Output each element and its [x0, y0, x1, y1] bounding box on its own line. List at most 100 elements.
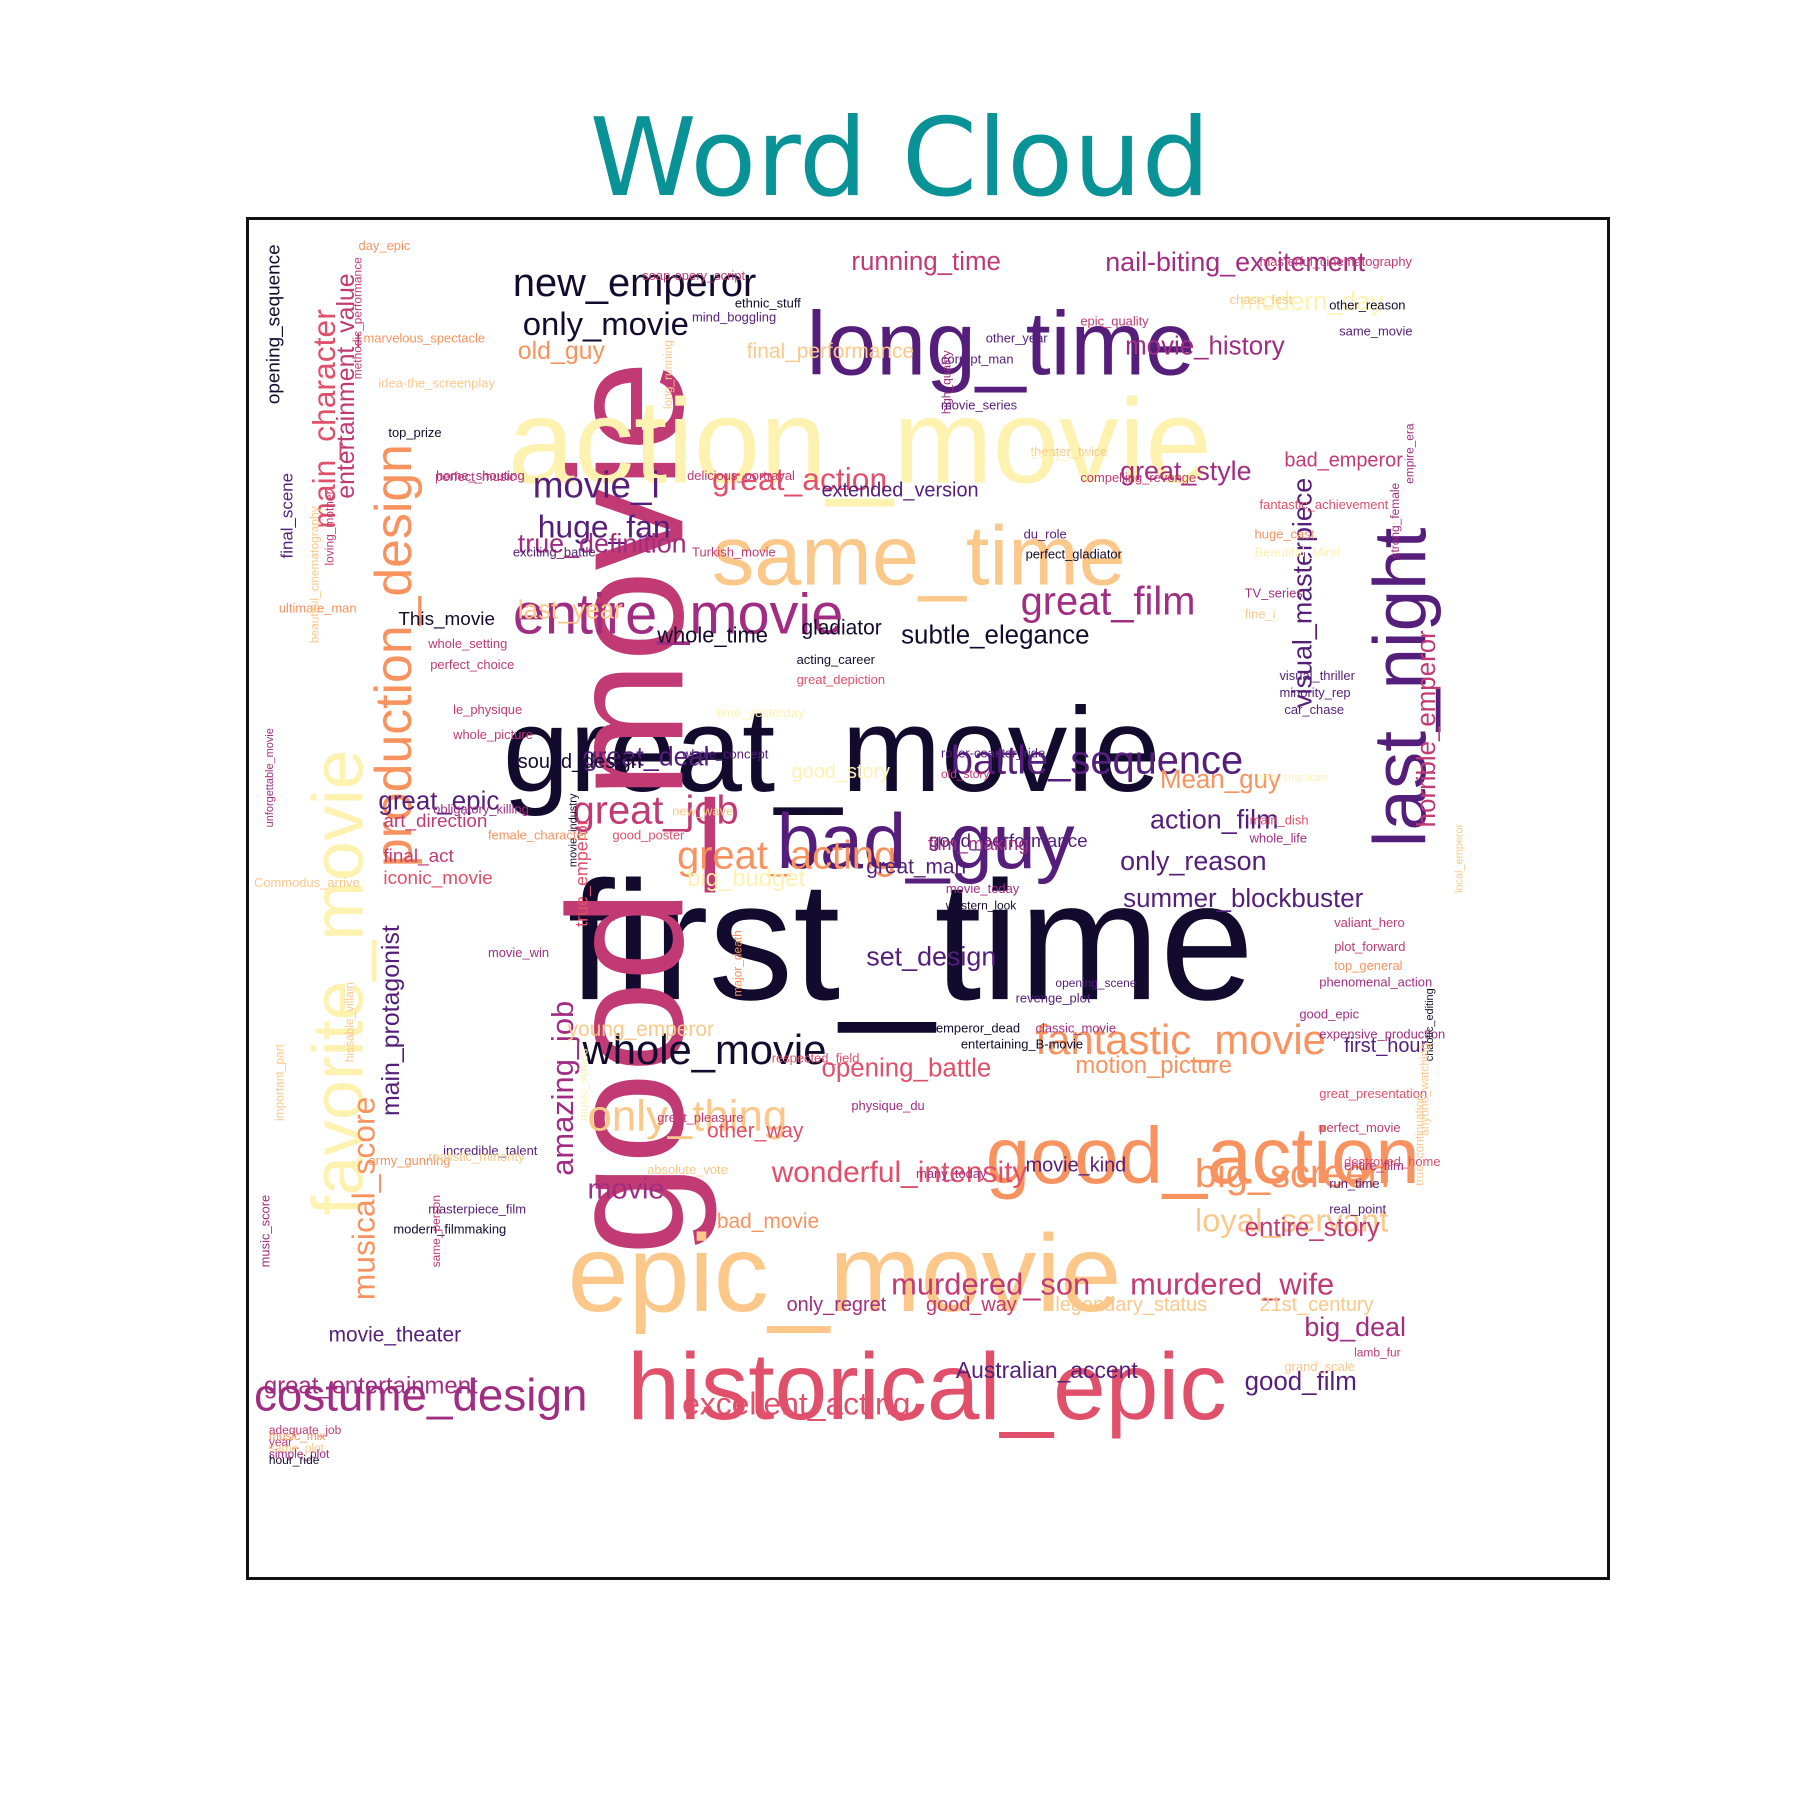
word-empire-era: empire_era	[1403, 423, 1417, 484]
word-home-shouting: home_shouting	[436, 468, 524, 483]
word-minority-rep: minority_rep	[1279, 685, 1350, 700]
word-musical-score: musical_score	[346, 1097, 382, 1301]
word-delicious-portrayal: delicious_portrayal	[687, 468, 795, 483]
word-great-depiction: great_depiction	[797, 672, 885, 687]
word-amazing-job: amazing_job	[545, 1001, 580, 1176]
word-ultimate-man: ultimate_man	[279, 600, 357, 615]
word-beautiful-mind: Beautiful_Mind	[1255, 545, 1341, 560]
word-visual-masterpiece: visual_masterpiece	[1287, 478, 1317, 708]
word-plot-forward: plot_forward	[1334, 939, 1405, 954]
word-western-look: western_look	[945, 898, 1016, 912]
word-loving-mother: loving_mother	[322, 490, 336, 565]
word-music-videos: music_videos	[576, 1049, 590, 1121]
word-whole-picture: whole_picture	[452, 727, 533, 742]
word-first-time: first_time	[568, 846, 1255, 1035]
word-simple-plot: simple_plot	[269, 1447, 330, 1461]
word-obligatory-killing: obligatory_killing	[433, 802, 529, 817]
word-du-role: du_role	[1024, 527, 1067, 542]
word-top-general: top_general	[1334, 958, 1402, 973]
word-bad-emperor: bad_emperor	[1284, 450, 1403, 472]
word-good-epic: good_epic	[1299, 1007, 1359, 1022]
word-true-definition: true_definition	[518, 529, 687, 559]
word-entertaining-b-movie: entertaining_B-movie	[961, 1036, 1083, 1051]
word-great-movie: great_movie	[503, 684, 1160, 817]
word-first-hour: first_hour	[1344, 1035, 1427, 1057]
word-good-story: good_story	[792, 761, 891, 783]
word-main-character: main_character	[306, 309, 342, 529]
chart-title: Word Cloud	[589, 96, 1211, 221]
word-whole-setting: whole_setting	[427, 636, 507, 651]
word-big-screen: big_screen	[1195, 1152, 1390, 1196]
word-female-character: female_character	[488, 827, 589, 842]
word-local-emperor: local_emperor	[1454, 823, 1466, 893]
word-top-prize: top_prize	[388, 425, 441, 440]
word-21st-century: 21st_century	[1260, 1294, 1374, 1316]
word-extended-version: extended_version	[821, 479, 978, 501]
word-great-pleasure: great_pleasure	[657, 1110, 743, 1125]
word-title-character: title_character	[1260, 772, 1329, 784]
word-epic-quality: epic_quality	[1080, 314, 1149, 329]
word-legendary-status: legendary_status	[1055, 1294, 1207, 1316]
word-only-reason: only_reason	[1120, 846, 1266, 876]
word-hour-ride: hour_ride	[269, 1453, 320, 1467]
word-movie-win: movie_win	[488, 945, 549, 960]
word-movie-i: movie_i	[533, 465, 660, 506]
word-production-design: production_design	[364, 444, 422, 867]
word-great-man: great_man	[866, 855, 966, 878]
word-masterpiece-film: masterpiece_film	[428, 1202, 526, 1217]
word-running-time: running_time	[851, 248, 1001, 276]
word-favorite-movie: favorite_movie	[299, 750, 379, 1216]
word-australian-accent: Australian_accent	[956, 1357, 1138, 1383]
word-day-epic: day_epic	[359, 238, 411, 253]
word-classic-movie: classic_movie	[1036, 1021, 1117, 1036]
word-final-performance: final_performance	[747, 340, 914, 363]
word-valiant-hero: valiant_hero	[1334, 915, 1405, 930]
word-this-movie: This_movie	[398, 609, 495, 630]
word-turkish-movie: Turkish_movie	[692, 545, 776, 560]
word-visual-thriller: visual_thriller	[1279, 668, 1355, 683]
word-good-movie: good_movie	[533, 360, 717, 1255]
word-lamb-fur: lamb_fur	[1354, 1345, 1400, 1359]
word-soap-opery-script: soap-opery_script	[642, 268, 745, 283]
word-great-deal: great_deal	[583, 742, 710, 772]
word-great-entertainment: great_entertainment	[264, 1373, 478, 1400]
word-respected-field: respected_field	[772, 1050, 860, 1065]
word-horrible-emperor: horrible_emperor	[1413, 630, 1441, 827]
word-anyone-watching: anyone_watching	[1418, 1043, 1432, 1136]
word-fantastic-achievement: fantastic_achievement	[1260, 497, 1389, 512]
word-perfect-choice: perfect_choice	[430, 657, 514, 672]
word-same-plot: same_plot	[269, 1441, 325, 1455]
word-excellent-acting: excellent_acting	[682, 1386, 910, 1422]
word-movie-kind: movie_kind	[1026, 1154, 1127, 1176]
word-great-presentation: great_presentation	[1319, 1086, 1427, 1101]
word-action-film: action_film	[1150, 804, 1278, 834]
word-bad-guy: bad_guy	[777, 799, 1075, 885]
word-whole-life: whole_life	[1249, 830, 1308, 845]
word-last-night: last_night	[1357, 527, 1441, 847]
word-battle-sequence: battle_sequence	[951, 739, 1243, 783]
word-cloud-panel: first_time great_movie good_movie action_mo…	[246, 217, 1610, 1580]
word-young-emperor: young_emperor	[568, 1018, 714, 1041]
word-final-scene: final_scene	[278, 473, 297, 559]
word-huge-fan: huge_fan	[538, 509, 671, 545]
word-hissable-villain: hissable_villain	[342, 982, 356, 1062]
word-fantastic-movie: fantastic_movie	[1036, 1016, 1326, 1063]
word-modern-day: modern_day	[1240, 288, 1384, 316]
word-idea-the-screenplay: idea-the_screenplay	[378, 375, 495, 390]
word-perfect-movie: perfect_movie	[1319, 1120, 1400, 1135]
word-whole-concept: whole_concept	[681, 747, 769, 762]
word-fine-i: fine_i	[1245, 606, 1276, 621]
word-grand-scale: grand_scale	[1284, 1359, 1355, 1374]
word-other-year: other_year	[986, 331, 1049, 346]
word-good-film: good_film	[1245, 1368, 1357, 1396]
word-mind-boggling: mind_boggling	[692, 310, 776, 325]
word-expensive-production: expensive_production	[1319, 1027, 1445, 1042]
word-entire-story: entire_story	[1245, 1214, 1380, 1242]
word-important-part: important_part	[273, 1043, 287, 1121]
word-big-budget: big_budget	[687, 865, 806, 892]
word-movie-history: movie_history	[1125, 333, 1285, 361]
word-bad-movie: bad_movie	[717, 1210, 819, 1233]
word-absolute-vote: absolute_vote	[647, 1162, 728, 1177]
word-only-movie: only_movie	[523, 305, 689, 342]
word-new-emperor: new_emperor	[513, 261, 756, 305]
